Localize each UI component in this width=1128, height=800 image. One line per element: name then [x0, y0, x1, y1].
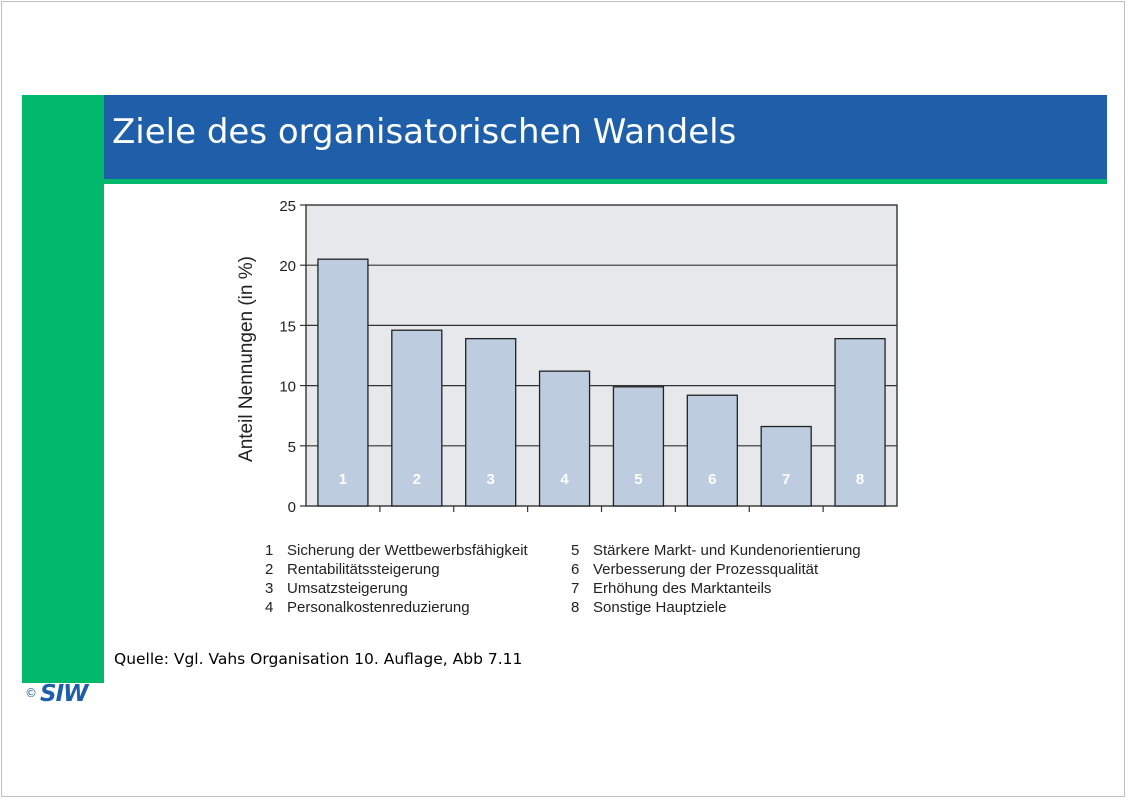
- bar-number-label: 7: [782, 471, 790, 488]
- legend-item: 5 Stärkere Markt- und Kundenorientierung: [571, 542, 861, 559]
- legend-item: 3 Umsatzsteigerung: [265, 580, 408, 597]
- bar: [538, 370, 591, 507]
- y-tick-label: 10: [279, 379, 296, 396]
- legend-number: 6: [571, 561, 579, 578]
- y-axis-label: Anteil Nennungen (in %): [236, 256, 257, 462]
- legend-label: Umsatzsteigerung: [287, 580, 408, 597]
- title-underline: [104, 179, 1107, 184]
- legend-number: 5: [571, 542, 579, 559]
- bar: [834, 337, 886, 507]
- bar-number-label: 4: [560, 471, 569, 488]
- legend-number: 2: [265, 561, 273, 578]
- legend-number: 3: [265, 580, 273, 597]
- source-note: Quelle: Vgl. Vahs Organisation 10. Aufla…: [114, 650, 523, 668]
- accent-sidebar: [22, 95, 104, 705]
- y-tick-label: 0: [288, 499, 296, 516]
- legend-label: Erhöhung des Marktanteils: [593, 580, 771, 597]
- legend-number: 7: [571, 580, 579, 597]
- slide-title: Ziele des organisatorischen Wandels: [112, 112, 737, 152]
- bar: [465, 337, 517, 507]
- legend-label: Verbesserung der Prozessqualität: [593, 561, 819, 578]
- title-bar: [104, 95, 1107, 179]
- bar: [317, 258, 369, 507]
- legend-label: Stärkere Markt- und Kundenorientierung: [593, 542, 861, 559]
- y-tick-label: 20: [279, 258, 296, 275]
- bar-number-label: 6: [708, 471, 716, 488]
- bar: [760, 425, 812, 507]
- bar: [686, 394, 738, 507]
- legend-item: 4 Personalkostenreduzierung: [265, 599, 470, 616]
- y-tick-label: 5: [288, 439, 296, 456]
- legend-label: Sonstige Hauptziele: [593, 599, 726, 616]
- legend-item: 1 Sicherung der Wettbewerbsfähigkeit: [265, 542, 529, 559]
- bar-number-label: 2: [413, 471, 421, 488]
- bar-number-label: 5: [634, 471, 642, 488]
- bar-number-label: 3: [487, 471, 495, 488]
- bar: [391, 329, 443, 507]
- legend-label: Rentabilitätssteigerung: [287, 561, 440, 578]
- logo-wordmark: SIW: [40, 681, 88, 707]
- bar-number-label: 1: [339, 471, 347, 488]
- y-tick-label: 15: [279, 318, 296, 335]
- bar: [612, 386, 665, 507]
- legend-number: 4: [265, 599, 273, 616]
- legend-number: 1: [265, 542, 273, 559]
- legend-label: Personalkostenreduzierung: [287, 599, 470, 616]
- legend-item: 7 Erhöhung des Marktanteils: [571, 580, 771, 597]
- legend-label: Sicherung der Wettbewerbsfähigkeit: [287, 542, 529, 559]
- legend-item: 6 Verbesserung der Prozessqualität: [571, 561, 819, 578]
- siw-logo: © SIW: [22, 681, 106, 707]
- bar-number-label: 8: [856, 471, 864, 488]
- y-tick-label: 25: [279, 198, 296, 215]
- copyright-icon: ©: [25, 686, 37, 700]
- legend-number: 8: [571, 599, 579, 616]
- legend-item: 8 Sonstige Hauptziele: [571, 599, 726, 616]
- legend-item: 2 Rentabilitätssteigerung: [265, 561, 440, 578]
